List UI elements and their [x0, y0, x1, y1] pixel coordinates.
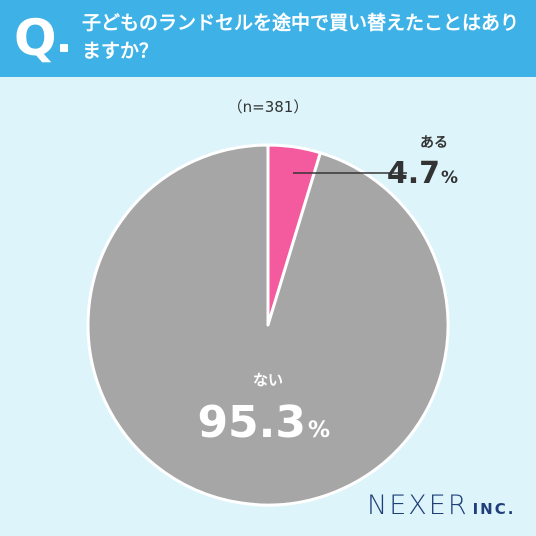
slice-value-aru: 4.7: [387, 156, 440, 191]
slice-label-nai: ない: [253, 371, 283, 389]
slice-unit-nai: %: [308, 418, 330, 443]
sample-size: （n=381）: [227, 98, 309, 116]
logo-name: NEXER: [367, 490, 469, 521]
q-dot: [60, 44, 68, 52]
question-text: 子どものランドセルを途中で買い替えたことはありますか？: [82, 12, 520, 62]
q-mark: Q: [14, 9, 57, 67]
pie-slice-nai: [86, 143, 450, 507]
slice-label-aru: ある: [420, 135, 448, 151]
slice-unit-aru: %: [441, 168, 458, 188]
slice-value-nai: 95.3: [197, 397, 306, 448]
logo-suffix: INC.: [472, 500, 516, 518]
nexer-logo: NEXER INC.: [367, 490, 515, 521]
pie-slices: [86, 143, 450, 507]
question-header: Q 子どものランドセルを途中で買い替えたことはありますか？: [0, 0, 536, 77]
